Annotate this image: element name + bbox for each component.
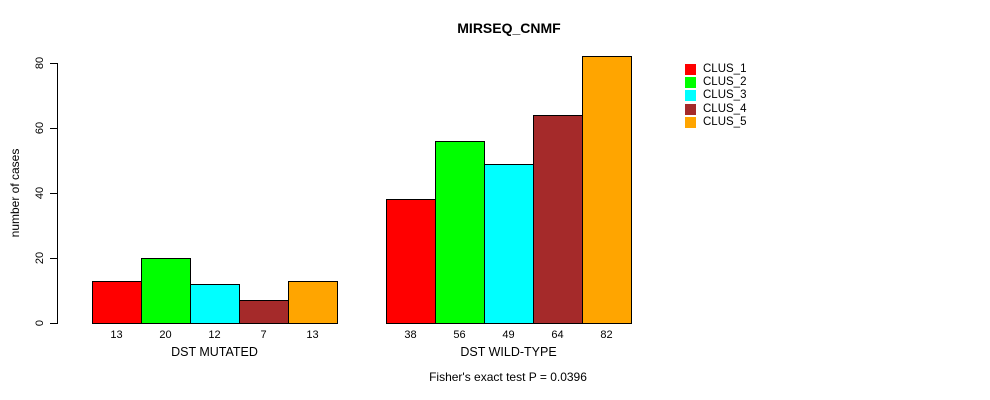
legend-label-clus_5: CLUS_5	[703, 115, 747, 128]
legend-swatch-clus_4	[685, 103, 696, 115]
bar-clus_2-2	[435, 141, 485, 324]
legend-label-clus_3: CLUS_3	[703, 89, 747, 102]
bar-value-label: 64	[551, 329, 564, 341]
y-tick-mark	[50, 258, 57, 259]
y-tick-mark	[50, 63, 57, 64]
legend-swatch-clus_5	[685, 116, 696, 128]
fisher-test-footnote: Fisher's exact test P = 0.0396	[429, 370, 587, 384]
legend-swatch-clus_3	[685, 90, 696, 102]
bar-value-label: 49	[502, 329, 515, 341]
y-tick-mark	[50, 193, 57, 194]
y-tick-label: 40	[34, 186, 46, 200]
bar-value-label: 56	[453, 329, 466, 341]
bar-value-label: 13	[110, 329, 123, 341]
bar-clus_4-2	[533, 115, 583, 324]
legend-label-clus_2: CLUS_2	[703, 76, 747, 89]
bar-clus_3-1	[190, 284, 240, 324]
y-tick-label: 0	[34, 319, 46, 327]
bar-value-label: 13	[306, 329, 319, 341]
legend-swatch-clus_1	[685, 64, 696, 75]
bar-value-label: 7	[260, 329, 267, 341]
y-tick-label: 80	[34, 56, 46, 70]
y-axis-line	[57, 63, 58, 324]
bar-clus_1-1	[92, 281, 142, 324]
bar-clus_3-2	[484, 164, 534, 324]
group-label-2: DST WILD-TYPE	[460, 345, 557, 359]
chart-title: MIRSEQ_CNMF	[457, 20, 561, 36]
bar-clus_1-2	[386, 199, 436, 324]
bar-value-label: 20	[159, 329, 172, 341]
bar-value-label: 82	[600, 329, 613, 341]
bar-value-label: 12	[208, 329, 221, 341]
legend-swatch-clus_2	[685, 77, 696, 89]
bar-clus_4-1	[239, 300, 289, 324]
bar-clus_5-1	[288, 281, 338, 324]
legend-label-clus_4: CLUS_4	[703, 102, 747, 115]
y-tick-mark	[50, 323, 57, 324]
group-label-1: DST MUTATED	[171, 345, 258, 359]
legend-label-clus_1: CLUS_1	[703, 63, 747, 75]
y-tick-label: 60	[34, 121, 46, 135]
bar-value-label: 38	[404, 329, 417, 341]
y-tick-mark	[50, 128, 57, 129]
y-tick-label: 20	[34, 251, 46, 265]
bar-clus_2-1	[141, 258, 191, 324]
y-axis-title: number of cases	[8, 148, 22, 238]
bar-clus_5-2	[582, 56, 632, 324]
